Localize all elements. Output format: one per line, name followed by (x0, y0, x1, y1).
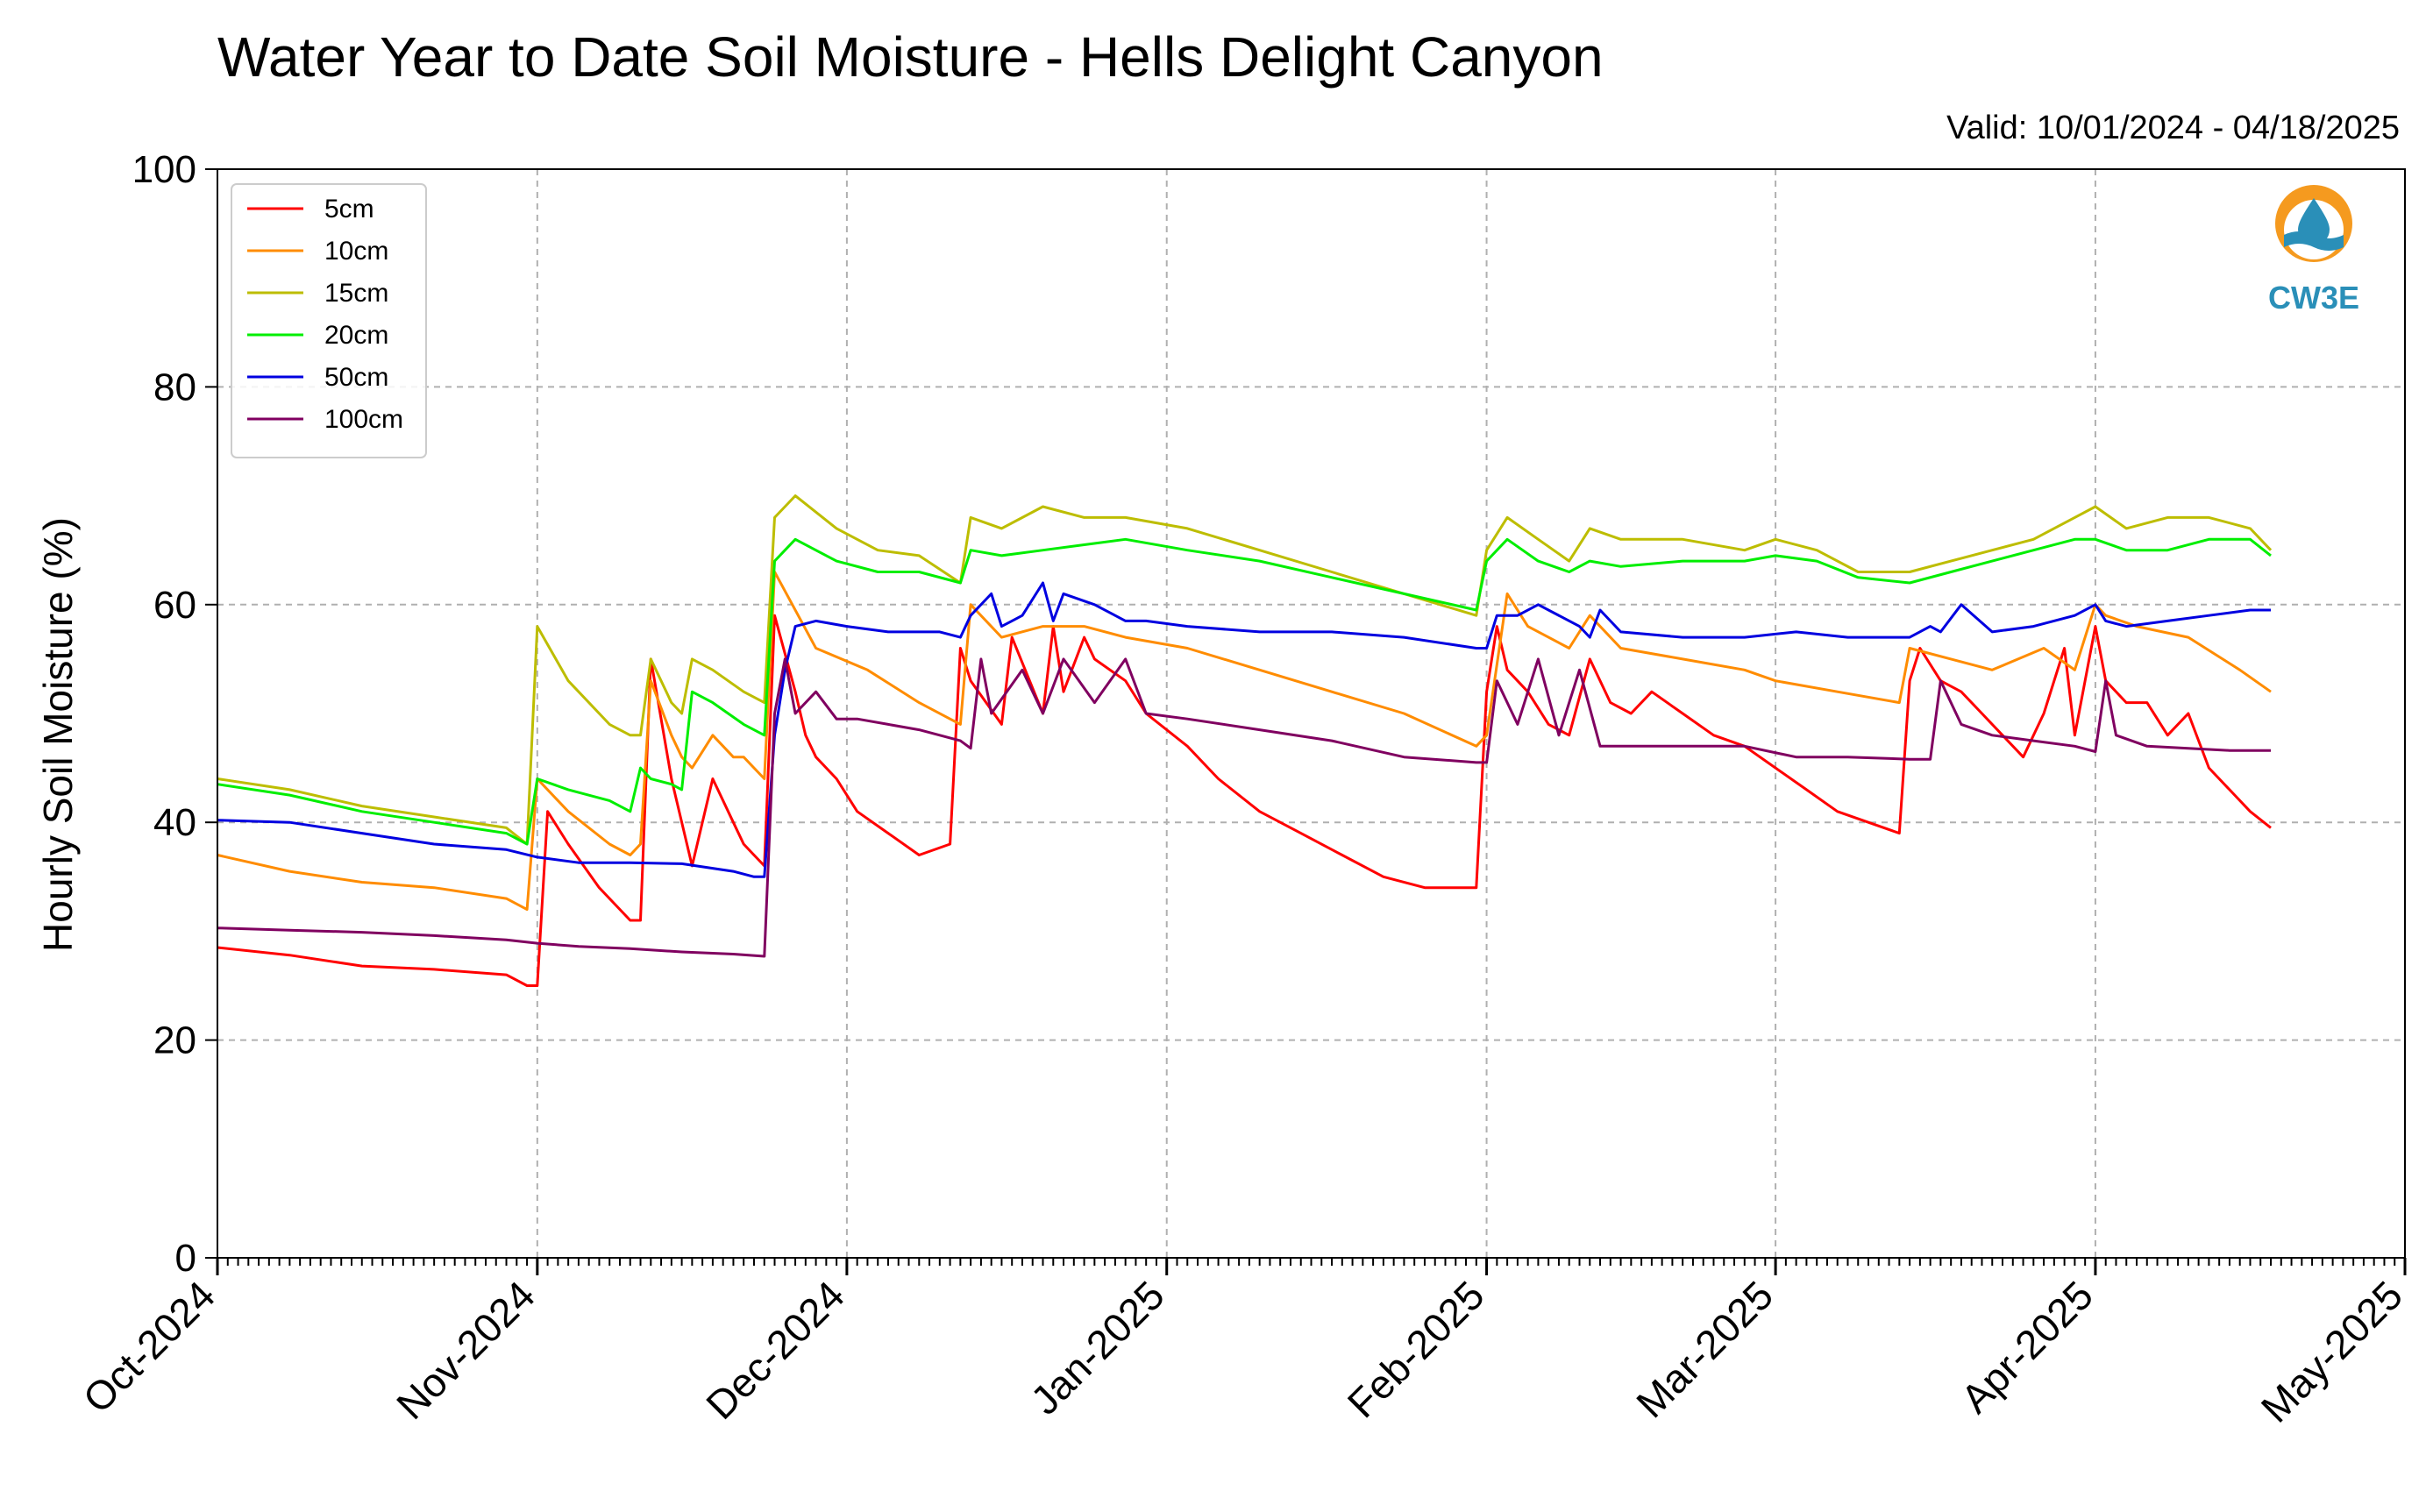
grid-lines (217, 169, 2405, 1258)
x-tick-label: Feb-2025 (1339, 1272, 1493, 1426)
chart-title: Water Year to Date Soil Moisture - Hells… (217, 25, 1604, 89)
y-tick-label: 0 (175, 1237, 196, 1280)
y-tick-label: 80 (153, 366, 196, 408)
legend-box (231, 183, 427, 458)
x-tick-label: Nov-2024 (388, 1272, 544, 1428)
logo-text: CW3E (2268, 280, 2359, 316)
y-tick-label: 20 (153, 1019, 196, 1062)
series-line-100cm (217, 657, 2271, 958)
x-tick-label: May-2025 (2252, 1272, 2411, 1430)
logo-drop-icon (2298, 198, 2330, 245)
x-tick-label: Apr-2025 (1952, 1272, 2102, 1422)
y-tick-label: 100 (132, 148, 196, 191)
legend-label: 20cm (324, 321, 388, 350)
legend-label: 15cm (324, 279, 388, 308)
series-lines (217, 494, 2273, 987)
series-line-20cm (217, 537, 2272, 846)
x-tick-label: Mar-2025 (1627, 1272, 1782, 1426)
legend-label: 100cm (324, 405, 403, 434)
cw3e-logo: CW3E (2268, 185, 2359, 316)
legend-label: 10cm (324, 237, 388, 266)
valid-date-range: Valid: 10/01/2024 - 04/18/2025 (1946, 110, 2400, 146)
x-tick-label: Oct-2024 (75, 1272, 224, 1422)
y-tick-label: 60 (153, 584, 196, 627)
x-tick-label: Jan-2025 (1021, 1272, 1172, 1423)
legend: 5cm 10cm 15cm 20cm 50cm 100cm (231, 183, 427, 458)
series-line-15cm (217, 494, 2273, 846)
series-line-50cm (217, 581, 2271, 878)
x-tick-label: Dec-2024 (697, 1272, 853, 1428)
legend-label: 50cm (324, 363, 388, 392)
legend-label: 5cm (324, 195, 374, 224)
series-line-10cm (217, 571, 2272, 912)
plot-frame (217, 168, 2406, 1259)
y-tick-label: 40 (153, 801, 196, 844)
series-line-5cm (217, 614, 2272, 987)
